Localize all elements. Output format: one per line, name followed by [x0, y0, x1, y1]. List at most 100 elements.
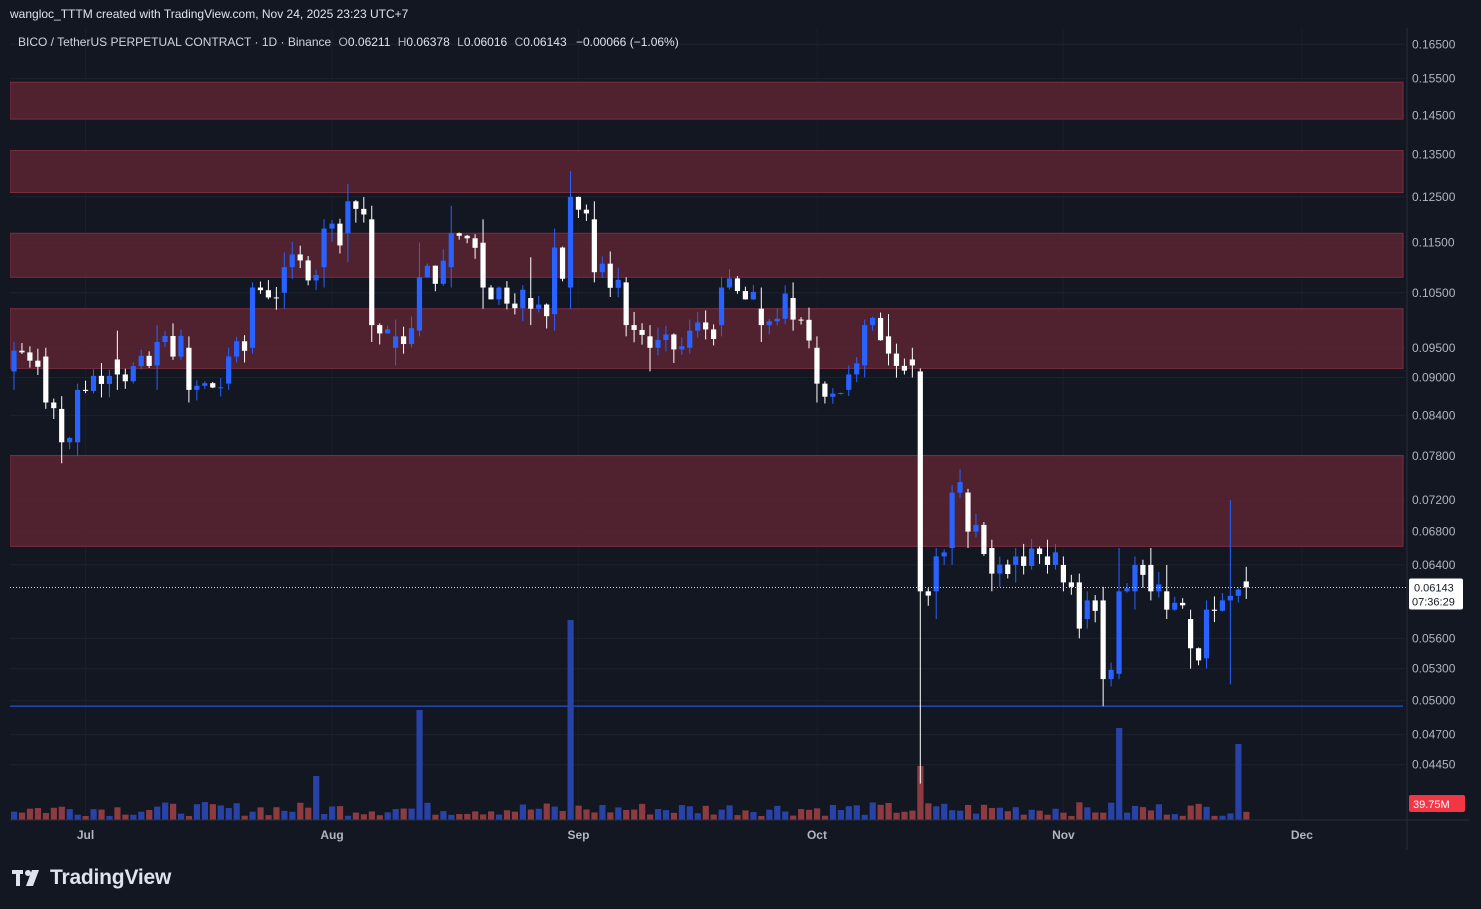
volume-bar[interactable] — [305, 807, 312, 820]
volume-bar[interactable] — [965, 804, 972, 820]
volume-bar[interactable] — [1060, 812, 1067, 820]
tradingview-logo[interactable]: TradingView — [12, 866, 171, 890]
candle-body[interactable] — [949, 492, 955, 549]
volume-bar[interactable] — [74, 814, 81, 820]
candle-body[interactable] — [1052, 552, 1059, 565]
candle-body[interactable] — [822, 383, 828, 397]
candle-body[interactable] — [19, 350, 25, 353]
volume-bar[interactable] — [1052, 808, 1059, 820]
candle-body[interactable] — [798, 319, 804, 321]
candle-body[interactable] — [703, 322, 709, 330]
candle-body[interactable] — [218, 387, 224, 389]
volume-bar[interactable] — [1171, 814, 1178, 820]
volume-bar[interactable] — [925, 803, 932, 820]
candle-body[interactable] — [1076, 582, 1082, 629]
volume-bar[interactable] — [50, 807, 57, 820]
volume-bar[interactable] — [1116, 728, 1123, 820]
last-price-tag[interactable] — [1409, 578, 1463, 610]
candle-body[interactable] — [496, 287, 502, 300]
volume-bar[interactable] — [1028, 809, 1035, 820]
candle-body[interactable] — [369, 219, 375, 326]
volume-bar[interactable] — [106, 815, 113, 820]
volume-bar[interactable] — [495, 814, 503, 820]
candle-body[interactable] — [1156, 584, 1162, 592]
candle-body[interactable] — [400, 336, 407, 345]
volume-bar[interactable] — [257, 807, 264, 820]
volume-bar[interactable] — [1187, 805, 1194, 820]
volume-bar[interactable] — [567, 620, 574, 820]
volume-bar[interactable] — [488, 811, 495, 820]
candle-body[interactable] — [464, 235, 470, 239]
volume-bar[interactable] — [26, 808, 34, 820]
volume-bar[interactable] — [1012, 807, 1019, 820]
volume-bar[interactable] — [742, 810, 749, 820]
candle-body[interactable] — [27, 352, 33, 361]
candle-body[interactable] — [623, 282, 629, 326]
candle-body[interactable] — [1029, 548, 1035, 566]
volume-bar[interactable] — [845, 806, 852, 820]
candle-body[interactable] — [472, 238, 478, 248]
volume-bar[interactable] — [456, 813, 463, 820]
volume-bar[interactable] — [1131, 805, 1139, 820]
volume-bar[interactable] — [933, 806, 940, 820]
volume-bar[interactable] — [543, 803, 550, 820]
candle-body[interactable] — [1092, 600, 1098, 611]
candle-body[interactable] — [1243, 581, 1249, 588]
resistance-zone[interactable] — [10, 308, 1404, 369]
candle-body[interactable] — [67, 437, 73, 443]
volume-bar[interactable] — [750, 812, 757, 820]
candle-body[interactable] — [750, 291, 756, 300]
volume-bar[interactable] — [1179, 815, 1186, 820]
volume-bar[interactable] — [392, 809, 399, 820]
candle-body[interactable] — [1219, 600, 1225, 611]
candle-body[interactable] — [456, 233, 462, 236]
volume-bar[interactable] — [185, 815, 193, 820]
candle-body[interactable] — [679, 346, 685, 350]
volume-bar[interactable] — [519, 804, 526, 820]
volume-bar[interactable] — [1084, 807, 1091, 820]
volume-bar[interactable] — [1092, 812, 1099, 820]
candle-body[interactable] — [973, 524, 979, 532]
volume-bar[interactable] — [662, 810, 670, 820]
candle-body[interactable] — [146, 355, 152, 366]
volume-bar[interactable] — [1235, 744, 1242, 820]
volume-bar[interactable] — [201, 802, 208, 820]
volume-bar[interactable] — [1068, 815, 1075, 820]
candle-body[interactable] — [583, 209, 589, 214]
volume-bar[interactable] — [241, 815, 248, 820]
candle-body[interactable] — [440, 260, 446, 284]
volume-bar[interactable] — [670, 812, 678, 820]
volume-bar[interactable] — [702, 805, 709, 820]
candle-body[interactable] — [178, 335, 184, 357]
volume-bar[interactable] — [448, 814, 455, 820]
candle-body[interactable] — [504, 287, 510, 304]
volume-bar[interactable] — [591, 812, 598, 820]
candle-body[interactable] — [1108, 669, 1114, 680]
candle-body[interactable] — [806, 319, 812, 341]
volume-bar[interactable] — [686, 806, 693, 820]
volume-bar[interactable] — [607, 812, 614, 820]
volume-bar[interactable] — [837, 809, 844, 820]
candle-body[interactable] — [226, 356, 232, 384]
candle-body[interactable] — [862, 325, 868, 366]
candle-body[interactable] — [1180, 602, 1186, 606]
candle-body[interactable] — [138, 355, 144, 367]
volume-bar[interactable] — [988, 807, 996, 820]
candle-body[interactable] — [241, 341, 248, 351]
volume-bar[interactable] — [782, 811, 789, 820]
chart-area[interactable]: 0.16500 0.15500 0.14500 0.13500 0.12500 0.115… — [10, 28, 1470, 850]
candle-body[interactable] — [114, 359, 120, 375]
volume-bar[interactable] — [416, 710, 423, 820]
candle-body[interactable] — [1013, 556, 1019, 565]
volume-bar[interactable] — [114, 807, 121, 820]
volume-bar[interactable] — [138, 811, 145, 820]
volume-bar[interactable] — [1203, 806, 1210, 820]
candle-body[interactable] — [448, 233, 454, 268]
candle-body[interactable] — [408, 328, 415, 345]
candle-body[interactable] — [393, 336, 399, 348]
candle-body[interactable] — [552, 247, 558, 315]
candle-body[interactable] — [210, 383, 216, 388]
volume-bar[interactable] — [329, 806, 336, 820]
volume-bar[interactable] — [177, 813, 185, 820]
volume-bar[interactable] — [901, 811, 908, 820]
